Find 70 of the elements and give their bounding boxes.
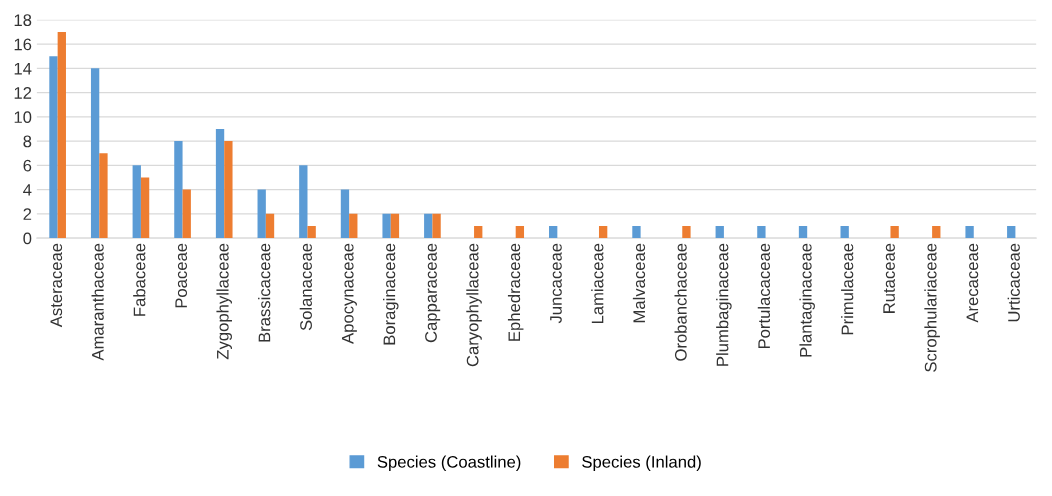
y-tick-label: 12 — [14, 86, 32, 99]
x-tick-label: Malvaceae — [632, 243, 646, 323]
bar — [965, 225, 974, 239]
bar — [715, 225, 724, 239]
x-tick-label: Capparaceae — [425, 243, 441, 343]
bar — [299, 165, 308, 239]
bar — [424, 213, 433, 239]
y-tick-label: 6 — [23, 159, 32, 172]
x-tick-label: Poaceae — [175, 243, 188, 308]
x-tick-label: Arecaceae — [966, 243, 979, 323]
bar — [890, 225, 899, 239]
x-tick-label: Apocynaceae — [341, 243, 357, 344]
x-tick-label: Lamiaceae — [591, 243, 604, 324]
x-tick-label: Portulacaceae — [757, 243, 771, 349]
bar — [549, 225, 558, 239]
x-tick-label: Fabaceae — [133, 243, 146, 316]
x-tick-label: Ephedraceae — [507, 243, 524, 341]
bar — [390, 213, 400, 239]
bar — [215, 128, 225, 239]
bar — [349, 213, 358, 239]
bar — [174, 141, 183, 239]
y-tick-label: 14 — [14, 62, 32, 75]
y-tick-label: 4 — [23, 184, 32, 196]
x-tick-label: Caryophyllaceae — [466, 243, 482, 367]
bar — [182, 189, 191, 239]
bar — [307, 225, 316, 239]
x-tick-label: Scrophulariaceae — [924, 243, 940, 372]
bar — [515, 225, 525, 239]
bar — [132, 165, 141, 239]
bar — [49, 56, 58, 239]
bar — [257, 189, 266, 239]
legend-label: Species (Inland) — [582, 455, 701, 472]
x-tick-label: Asteraceae — [50, 243, 63, 328]
y-tick-label: 0 — [23, 232, 32, 245]
bar — [682, 225, 691, 239]
bar — [632, 225, 641, 239]
bar — [57, 31, 66, 239]
bar — [598, 225, 608, 239]
x-tick-label: Orobanchaceae — [674, 243, 687, 361]
x-tick-label: Plumbaginaceae — [716, 243, 732, 366]
bar — [474, 225, 483, 239]
bar — [140, 177, 150, 239]
x-tick-label: Plantaginaceae — [799, 243, 815, 357]
x-tick-label: Rutaceae — [883, 243, 895, 313]
bar — [1007, 225, 1016, 239]
bar — [340, 189, 350, 239]
y-tick-label: 18 — [14, 14, 32, 27]
x-tick-label: Brassicaceae — [258, 243, 271, 342]
y-tick-label: 8 — [23, 135, 32, 148]
y-tick-label: 16 — [14, 38, 32, 51]
x-tick-label: Primulaceae — [841, 243, 854, 335]
x-tick-label: Urticaceae — [1007, 243, 1020, 322]
x-tick-label: Boraginaceae — [383, 243, 399, 345]
y-tick-label: 10 — [14, 111, 32, 124]
bar — [757, 225, 766, 239]
bar — [932, 225, 941, 239]
x-tick-label: Zygophyllaceae — [216, 243, 232, 360]
bar — [840, 225, 849, 239]
bar — [90, 68, 100, 239]
bar — [224, 141, 233, 239]
x-tick-label: Amaranthaceae — [91, 243, 104, 361]
bar — [432, 213, 441, 239]
x-tick-label: Juncaceae — [550, 243, 562, 324]
bar — [265, 213, 275, 239]
bar — [798, 225, 808, 239]
bar — [382, 213, 391, 239]
legend-label: Species (Coastline) — [377, 455, 521, 472]
y-tick-label: 2 — [23, 208, 32, 220]
bar — [99, 153, 108, 239]
x-tick-label: Solanaceae — [299, 243, 312, 331]
